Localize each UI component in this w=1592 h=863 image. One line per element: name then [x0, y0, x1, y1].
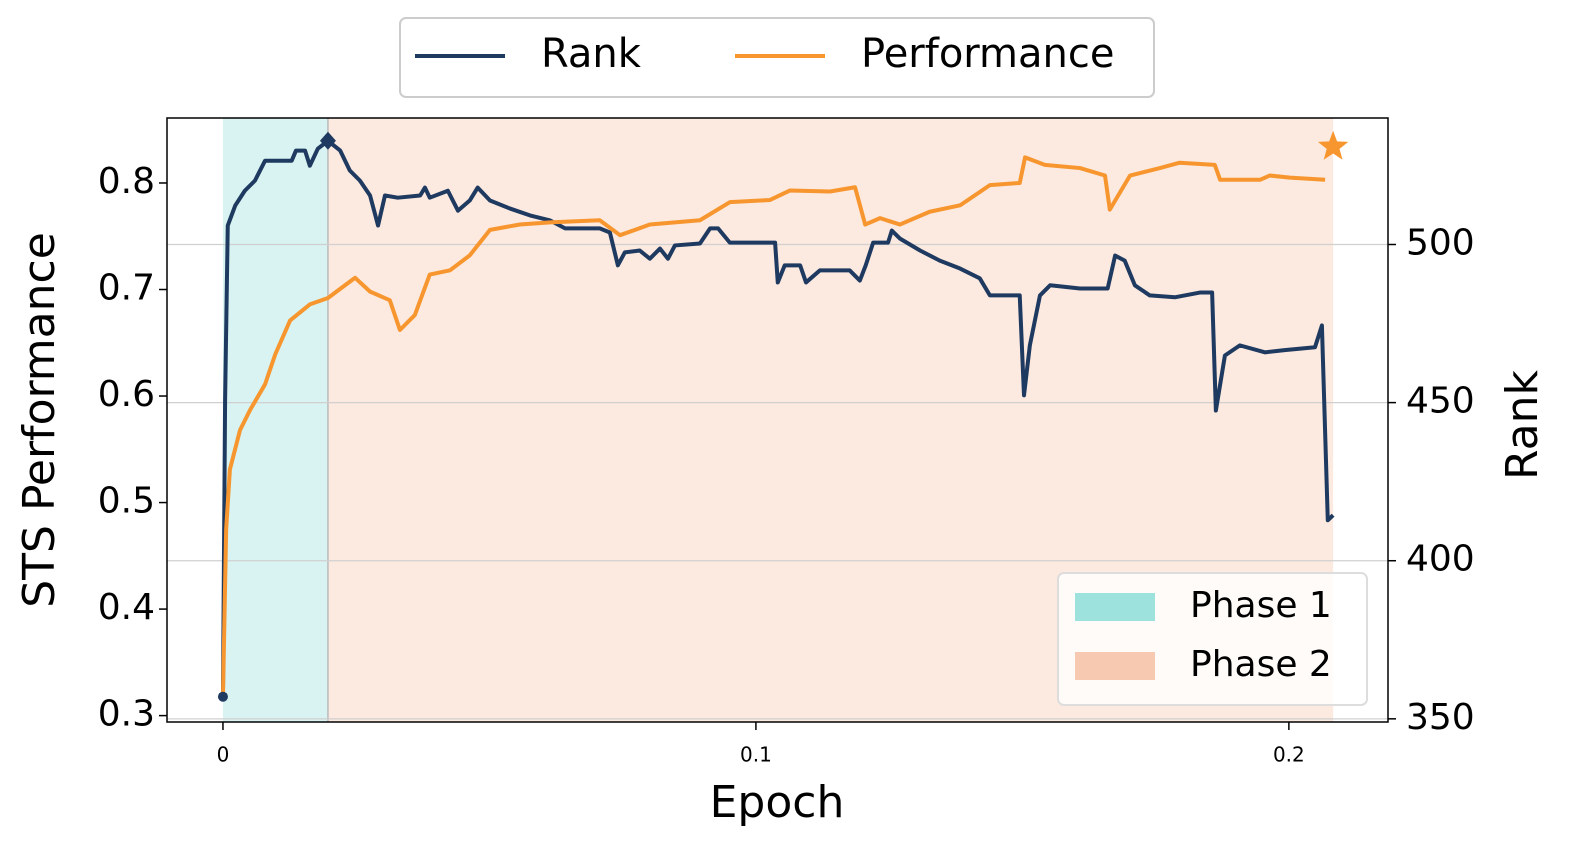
marker	[217, 691, 228, 702]
y-tick-label: 0.5	[98, 481, 155, 522]
legend-label: Performance	[861, 31, 1114, 77]
series-line	[220, 155, 1326, 697]
y2-tick-label: 400	[1406, 539, 1475, 580]
phase-legend-label: Phase 2	[1190, 644, 1332, 685]
x-axis-title: Epoch	[710, 777, 845, 828]
y2-tick-label: 500	[1406, 222, 1475, 263]
y-tick-label: 0.4	[98, 587, 155, 628]
plot-frame	[166, 117, 1389, 723]
y2-tick-label: 450	[1406, 381, 1475, 422]
y-axis-title: STS Performance	[14, 232, 65, 608]
x-tick-label: 0	[217, 743, 230, 767]
y-tick-label: 0.3	[98, 694, 155, 735]
series-line	[220, 138, 1335, 697]
y2-tick-label: 350	[1406, 697, 1475, 738]
phase-legend-swatch	[1075, 593, 1155, 621]
y-tick-label: 0.7	[98, 268, 155, 309]
phase-legend-label: Phase 1	[1190, 585, 1332, 626]
y-tick-label: 0.8	[98, 161, 155, 202]
legend-label: Rank	[541, 31, 642, 77]
marker	[319, 131, 336, 150]
marker	[1317, 130, 1349, 160]
y2-axis-title: Rank	[1497, 370, 1548, 480]
phase-legend-swatch	[1075, 652, 1155, 680]
phase-span	[222, 118, 328, 722]
x-tick-label: 0.1	[740, 743, 772, 767]
y-tick-label: 0.6	[98, 374, 155, 415]
x-tick-label: 0.2	[1273, 743, 1305, 767]
